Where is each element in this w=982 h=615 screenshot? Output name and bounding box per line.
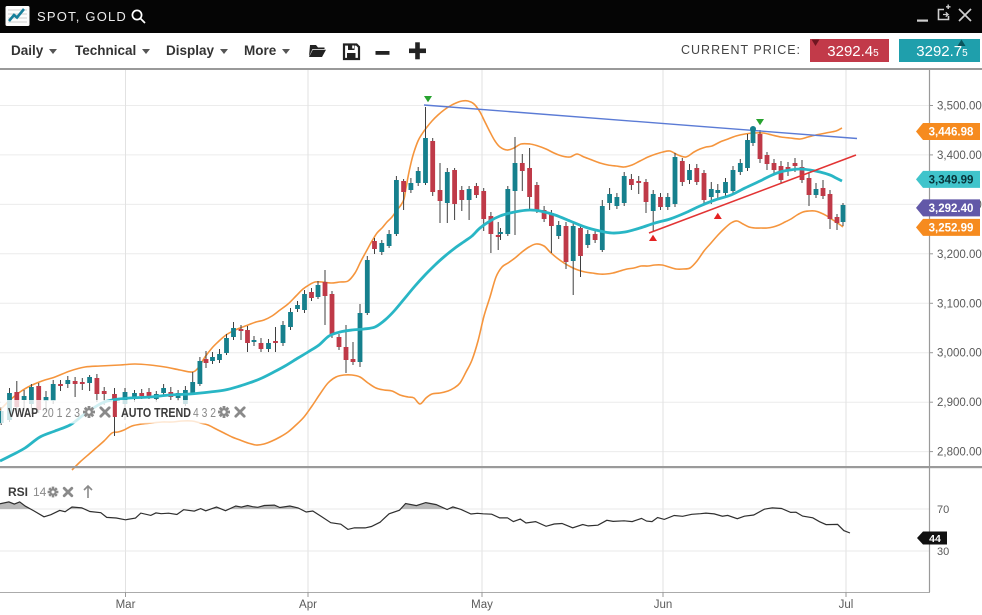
svg-text:Jun: Jun [654, 599, 673, 611]
svg-text:Jul: Jul [839, 599, 854, 611]
svg-text:2,900.00: 2,900.00 [937, 397, 982, 409]
svg-text:3,349.99: 3,349.99 [929, 174, 974, 186]
svg-text:3,446.98: 3,446.98 [929, 127, 974, 139]
svg-text:20 1 2 3: 20 1 2 3 [42, 406, 80, 420]
svg-text:Apr: Apr [299, 599, 317, 611]
svg-text:3292.75: 3292.75 [916, 43, 968, 60]
svg-text:3,252.99: 3,252.99 [929, 222, 974, 234]
svg-text:30: 30 [937, 546, 949, 558]
svg-text:14: 14 [33, 485, 47, 499]
svg-text:3,292.40: 3,292.40 [929, 203, 974, 215]
svg-text:VWAP: VWAP [8, 405, 38, 420]
svg-text:3,200.00: 3,200.00 [937, 249, 982, 261]
svg-text:AUTO TREND: AUTO TREND [121, 405, 191, 420]
svg-text:May: May [471, 599, 493, 611]
svg-text:3,100.00: 3,100.00 [937, 298, 982, 310]
svg-text:70: 70 [937, 504, 949, 516]
svg-text:SPOT, GOLD: SPOT, GOLD [37, 9, 127, 24]
svg-text:4 3 2: 4 3 2 [193, 406, 216, 420]
svg-text:3292.45: 3292.45 [827, 43, 879, 60]
svg-text:Mar: Mar [116, 599, 136, 611]
svg-text:44: 44 [929, 533, 941, 545]
svg-text:RSI: RSI [8, 485, 28, 499]
svg-text:3,400.00: 3,400.00 [937, 150, 982, 162]
svg-text:3,500.00: 3,500.00 [937, 101, 982, 113]
svg-text:3,000.00: 3,000.00 [937, 348, 982, 360]
svg-text:2,800.00: 2,800.00 [937, 447, 982, 459]
